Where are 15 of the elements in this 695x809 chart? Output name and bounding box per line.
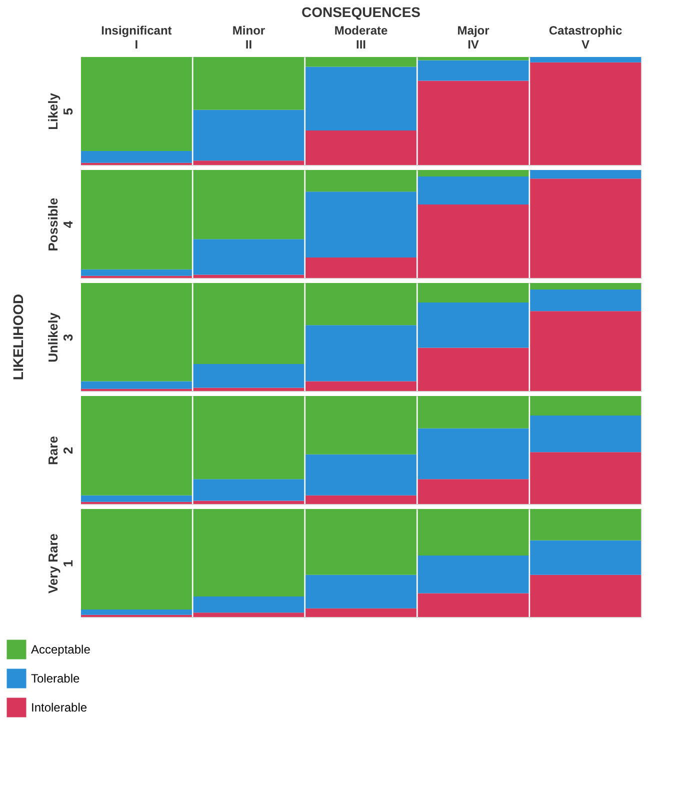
x-tick-label: Moderate III <box>334 24 388 52</box>
y-axis-title: Rare 2 <box>46 436 76 465</box>
x-tick-label: Major IV <box>457 24 490 52</box>
chart-title: CONSEQUENCES <box>301 4 421 20</box>
legend-label: Tolerable <box>31 672 80 686</box>
y-axis-title: Unlikely 3 <box>46 312 76 362</box>
legend-label: Intolerable <box>31 700 88 714</box>
x-tick-label: Catastrophic V <box>548 24 623 52</box>
legend-label: Acceptable <box>31 642 91 656</box>
y-axis-title: Very Rare 1 <box>46 534 76 594</box>
x-tick-label: Minor II <box>232 24 266 52</box>
y-axis-title: Possible 4 <box>46 198 76 252</box>
x-tick-label: Insignificant I <box>101 24 172 52</box>
text: LIKELIHOOD <box>10 294 26 380</box>
y-axis-title: Likely 5 <box>46 92 76 130</box>
